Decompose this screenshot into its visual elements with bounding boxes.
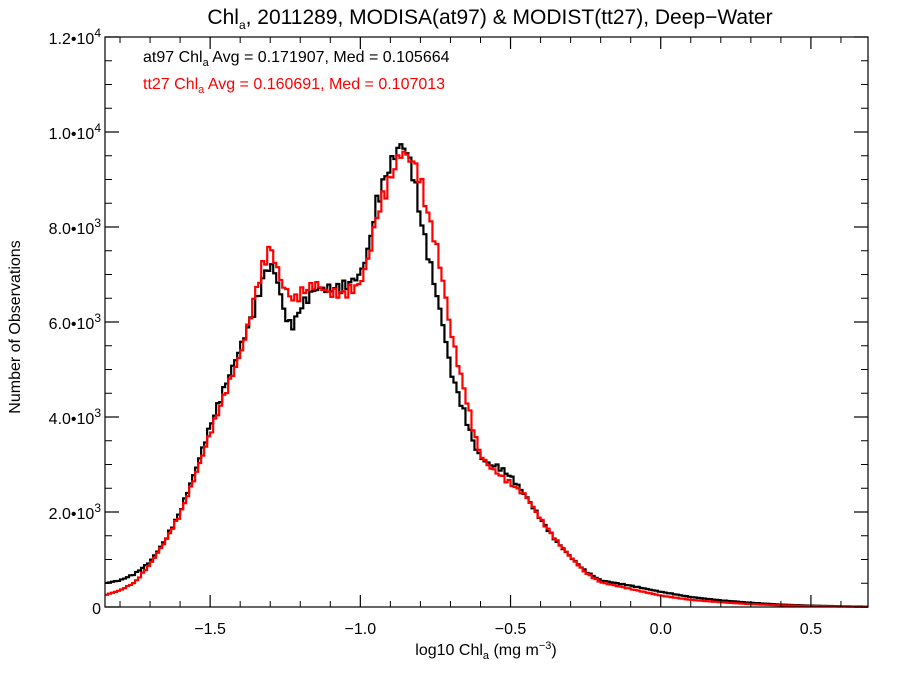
x-tick-label: 0.0	[650, 621, 672, 638]
annotation-at97: at97 Chla Avg = 0.171907, Med = 0.105664	[143, 49, 450, 69]
x-tick-label: 0.5	[800, 621, 822, 638]
y-tick-label: 2.0•103	[49, 501, 102, 523]
x-tick-label: −1.5	[194, 621, 226, 638]
y-tick-label: 8.0•103	[49, 216, 102, 238]
chart-title: Chla, 2011289, MODISA(at97) & MODIST(tt2…	[207, 6, 772, 32]
y-tick-label: 1.0•104	[49, 121, 102, 143]
y-tick-label: 6.0•103	[49, 311, 102, 333]
y-axis-title: Number of Observations	[7, 240, 24, 413]
annotation-tt27: tt27 Chla Avg = 0.160691, Med = 0.107013	[143, 76, 445, 96]
series-line-at97	[105, 143, 868, 608]
x-axis-title: log10 Chla (mg m−3)	[415, 640, 556, 662]
y-tick-label: 0	[92, 601, 101, 618]
y-tick-label: 4.0•103	[49, 406, 102, 428]
y-tick-label: 1.2•104	[49, 26, 102, 48]
plot-frame	[104, 36, 869, 608]
series-line-tt27	[105, 150, 868, 608]
x-tick-label: −1.0	[345, 621, 377, 638]
x-tick-label: −0.5	[495, 621, 527, 638]
